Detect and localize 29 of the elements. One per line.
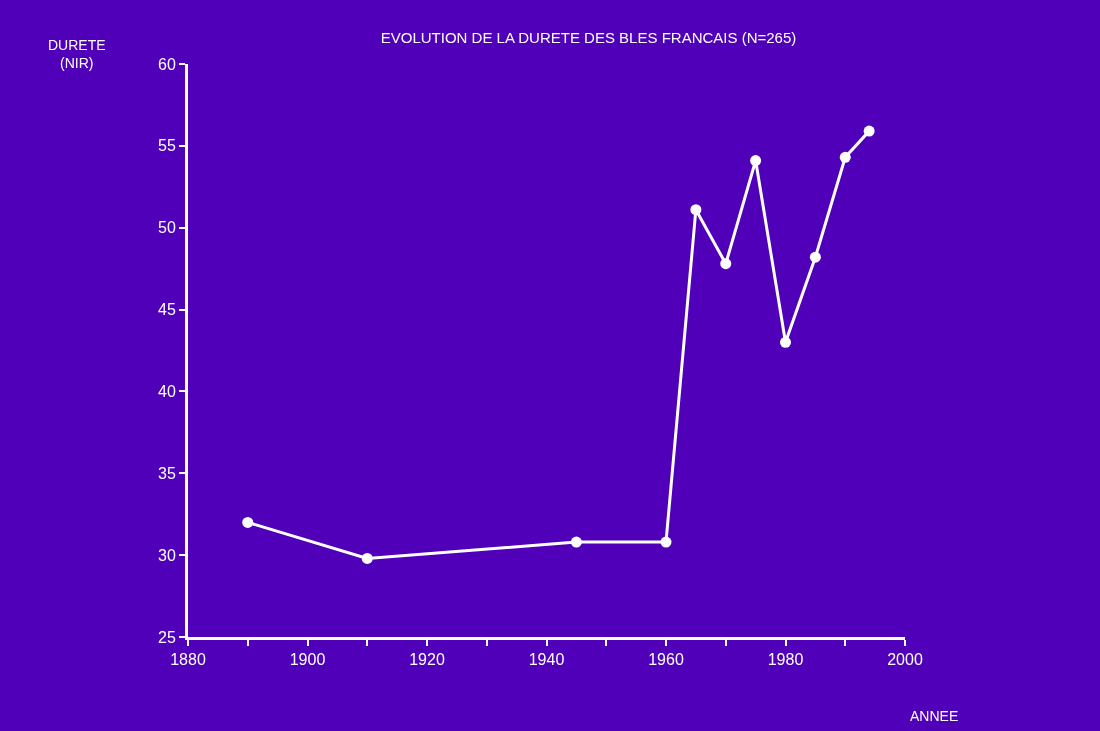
point [690,204,702,216]
point [780,336,791,348]
point [839,151,851,163]
x-axis-title: ANNEE [910,708,959,724]
y-tick-label: 60 [158,55,176,73]
y-tick-label: 30 [158,546,176,564]
y-tick-label: 35 [158,464,176,482]
x-tick-label: 1900 [289,651,326,669]
y-tick-label: 45 [158,301,176,319]
x-tick-label: 2000 [887,651,923,669]
y-tick-label: 25 [158,628,176,646]
point [361,552,373,564]
point [750,155,762,167]
x-tick-label: 1880 [170,651,206,669]
x-tick-label: 1920 [409,651,445,669]
point [660,536,672,548]
point [863,125,875,137]
x-tick-label: 1960 [648,651,684,669]
point [720,258,732,270]
x-tick-label: 1980 [767,651,804,669]
y-tick-label: 55 [158,137,176,155]
y-tick-label: 40 [158,383,176,401]
point [570,536,582,548]
y-tick-label: 50 [158,219,176,237]
point [242,516,254,528]
x-tick-label: 1940 [528,651,565,669]
point [809,251,821,263]
y-axis-title: DURETE (NIR) [48,37,106,72]
chart-title: EVOLUTION DE LA DURETE DES BLES FRANCAIS (N=265) [380,29,797,47]
